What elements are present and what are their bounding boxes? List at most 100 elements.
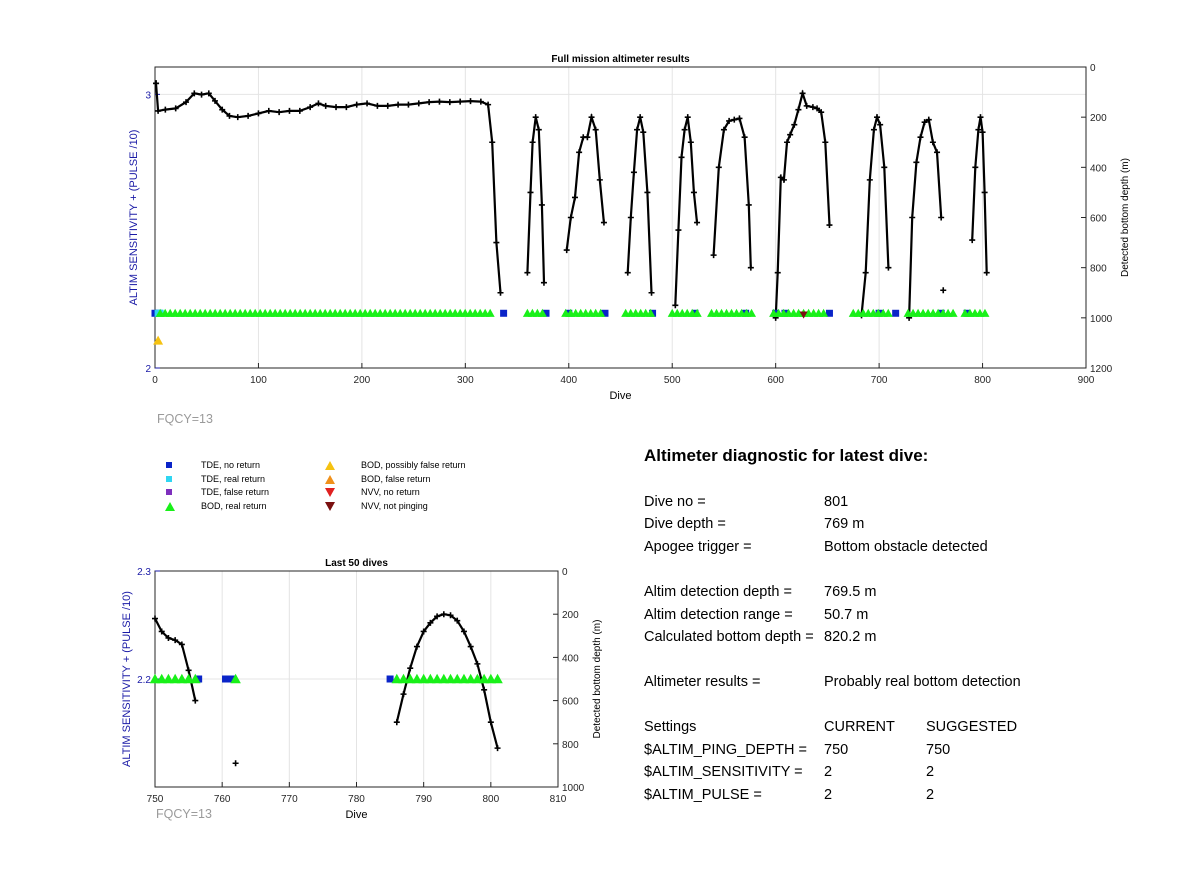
full-depth-point [777, 174, 784, 181]
full-depth-point [364, 100, 371, 107]
full-depth-point [938, 214, 945, 221]
full-depth-point [969, 237, 976, 244]
settings-label: Settings [644, 719, 697, 735]
full-depth-point [457, 98, 464, 105]
full-depth-point [983, 269, 990, 276]
legend-triangle-down-icon [325, 502, 335, 511]
last50-depth-point [185, 667, 192, 674]
full-depth-point [731, 116, 738, 123]
ping-depth-suggested: 750 [926, 742, 951, 758]
diagnostic-title: Altimeter diagnostic for latest dive: [644, 446, 929, 465]
full-depth-point [600, 219, 607, 226]
last50-bod-real-marker [465, 673, 476, 684]
full-depth-point [191, 90, 198, 97]
last50-x-tick-label: 790 [415, 794, 432, 805]
full-depth-point [567, 214, 574, 221]
full-depth-point [818, 109, 825, 116]
full-depth-point [353, 101, 360, 108]
full-depth-point [489, 139, 496, 146]
last50-x-tick-label: 800 [482, 794, 499, 805]
full-depth-point [576, 149, 583, 156]
full-x-tick-label: 500 [664, 375, 681, 386]
full-y-right-axis-label: Detected bottom depth (m) [1120, 158, 1131, 277]
full-depth-point [715, 164, 722, 171]
full-depth-point [972, 164, 979, 171]
full-depth-point [881, 164, 888, 171]
full-depth-point [694, 219, 701, 226]
pulse-label: $ALTIM_PULSE = [644, 787, 762, 803]
full-outlier-point [153, 80, 160, 87]
last50-bod-real-marker [492, 673, 503, 684]
full-depth-point [535, 126, 542, 133]
full-depth-point [913, 159, 920, 166]
full-depth-point [436, 98, 443, 105]
full-depth-point [795, 106, 802, 113]
full-depth-point [477, 98, 484, 105]
last50-depth-point [152, 615, 158, 622]
last50-x-tick-label: 760 [214, 794, 231, 805]
fqcy-label-bottom: FQCY=13 [156, 807, 212, 821]
full-depth-point [384, 102, 391, 109]
full-depth-point [803, 102, 810, 109]
full-tde-no-return-marker [892, 309, 900, 317]
full-depth-point [644, 189, 651, 196]
last50-x-tick-label: 780 [348, 794, 365, 805]
last50-bod-real-marker [418, 673, 429, 684]
full-depth-point [634, 126, 641, 133]
last50-bod-real-marker [190, 673, 201, 684]
full-depth-point [870, 126, 877, 133]
last50-depth-point [172, 637, 179, 644]
full-tde-no-return-marker [500, 309, 508, 317]
full-chart-title: Full mission altimeter results [551, 54, 690, 65]
full-depth-point [874, 114, 881, 121]
full-depth-point [592, 126, 599, 133]
full-depth-line [154, 83, 502, 293]
full-depth-point [315, 100, 322, 107]
legend-square-icon [166, 476, 172, 482]
last50-bod-real-marker [183, 673, 194, 684]
pulse-current: 2 [824, 787, 833, 803]
legend-label: TDE, no return [201, 460, 261, 470]
last50-bod-real-marker [149, 673, 161, 684]
dive-no-label: Dive no = [644, 494, 706, 510]
full-depth-point [588, 114, 595, 121]
full-depth-point [596, 176, 603, 183]
dive-no-value: 801 [824, 494, 849, 510]
full-depth-point [977, 114, 984, 121]
last50-bod-real-marker [472, 673, 483, 684]
last50-y-left-tick-label: 2.2 [137, 675, 151, 686]
full-depth-point [198, 91, 205, 98]
full-depth-point [234, 114, 241, 121]
last50-bod-real-marker [176, 673, 188, 684]
last50-bod-real-marker [398, 673, 409, 684]
sensitivity-label: $ALTIM_SENSITIVITY = [644, 764, 803, 780]
full-bod-real-marker [747, 308, 757, 317]
results-label: Altimeter results = [644, 674, 761, 690]
last50-bod-real-marker [458, 673, 470, 684]
full-bod-real-marker [537, 308, 547, 317]
last50-bod-real-marker [156, 673, 167, 684]
full-depth-point [745, 201, 752, 208]
last50-y-right-tick-label: 0 [562, 567, 568, 578]
last50-y-right-axis-label: Detected bottom depth (m) [592, 620, 603, 739]
full-depth-point [276, 109, 283, 116]
last50-depth-point [460, 628, 467, 635]
full-depth-point [814, 105, 821, 112]
last50-bod-real-marker [411, 673, 423, 684]
last50-tde-no-return-marker [195, 675, 203, 683]
last50-x-axis-label: Dive [345, 809, 367, 821]
last50-bod-real-marker [230, 673, 241, 684]
full-x-tick-label: 100 [250, 375, 267, 386]
full-depth-point [934, 149, 941, 156]
full-depth-point [885, 264, 892, 271]
full-depth-line [774, 89, 831, 318]
full-depth-point [532, 114, 539, 121]
full-depth-point [426, 99, 433, 106]
last50-bod-real-marker [485, 673, 497, 684]
last50-bod-real-marker [425, 673, 436, 684]
full-depth-point [981, 189, 988, 196]
full-depth-point [211, 97, 218, 104]
last50-depth-point [481, 686, 488, 693]
full-y-right-tick-label: 600 [1090, 214, 1107, 225]
